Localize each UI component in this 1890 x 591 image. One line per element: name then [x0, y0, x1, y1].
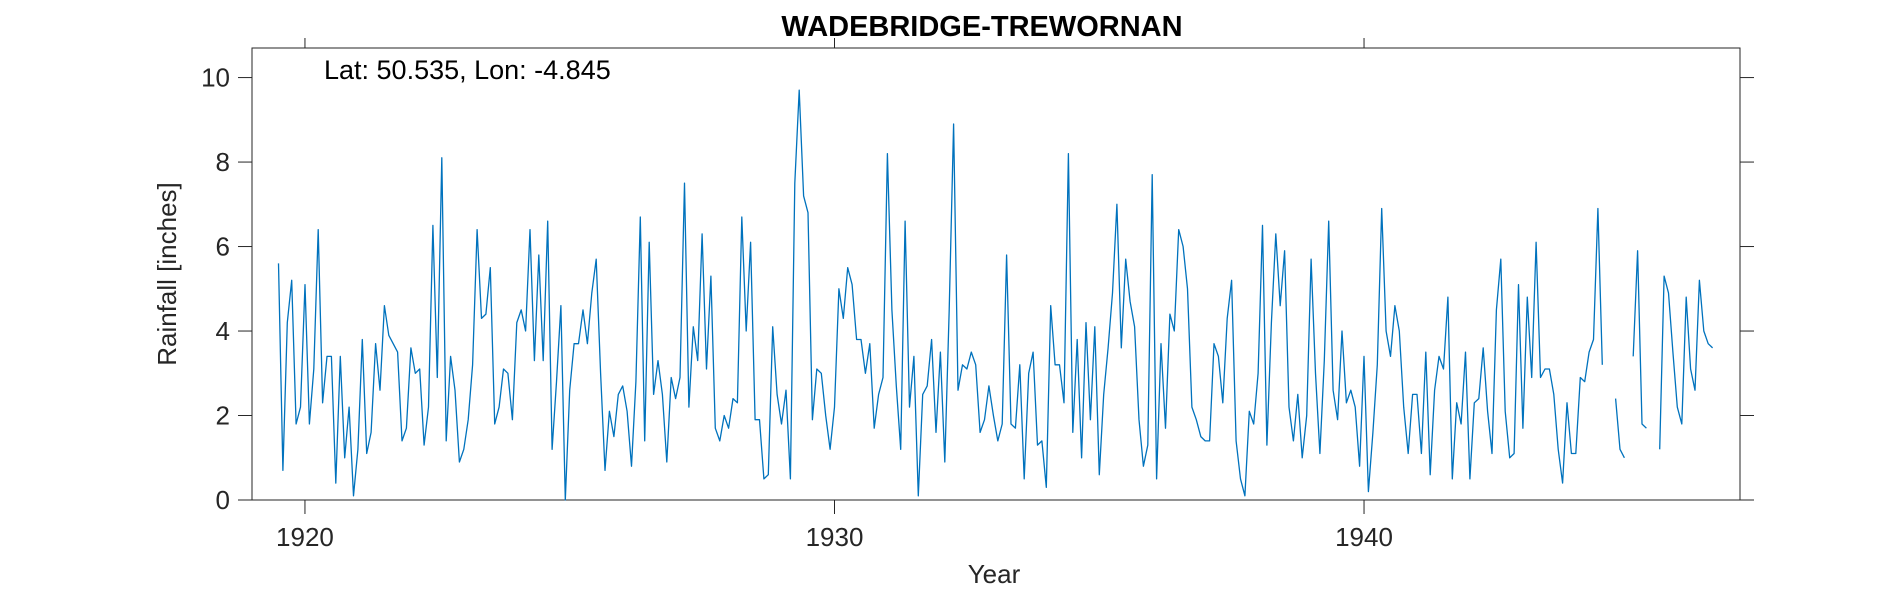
- y-axis-label: Rainfall [inches]: [152, 182, 182, 366]
- y-tick-label: 8: [216, 147, 230, 177]
- x-tick-label: 1940: [1335, 522, 1393, 552]
- y-tick-label: 0: [216, 485, 230, 515]
- x-tick-label: 1920: [276, 522, 334, 552]
- chart-title: WADEBRIDGE-TREWORNAN: [781, 11, 1182, 43]
- y-tick-label: 2: [216, 401, 230, 431]
- location-annotation: Lat: 50.535, Lon: -4.845: [324, 55, 611, 85]
- y-axis: 0 2 4 6 8 10: [201, 63, 1754, 515]
- y-tick-label: 6: [216, 232, 230, 262]
- x-axis: 1920 1930 1940: [238, 38, 1754, 552]
- series-layer: [277, 89, 1714, 501]
- y-tick-label: 10: [201, 63, 230, 93]
- rainfall-series-line: [277, 89, 1714, 501]
- x-axis-label: Year: [968, 559, 1021, 589]
- y-tick-label: 4: [216, 316, 230, 346]
- x-tick-label: 1930: [806, 522, 864, 552]
